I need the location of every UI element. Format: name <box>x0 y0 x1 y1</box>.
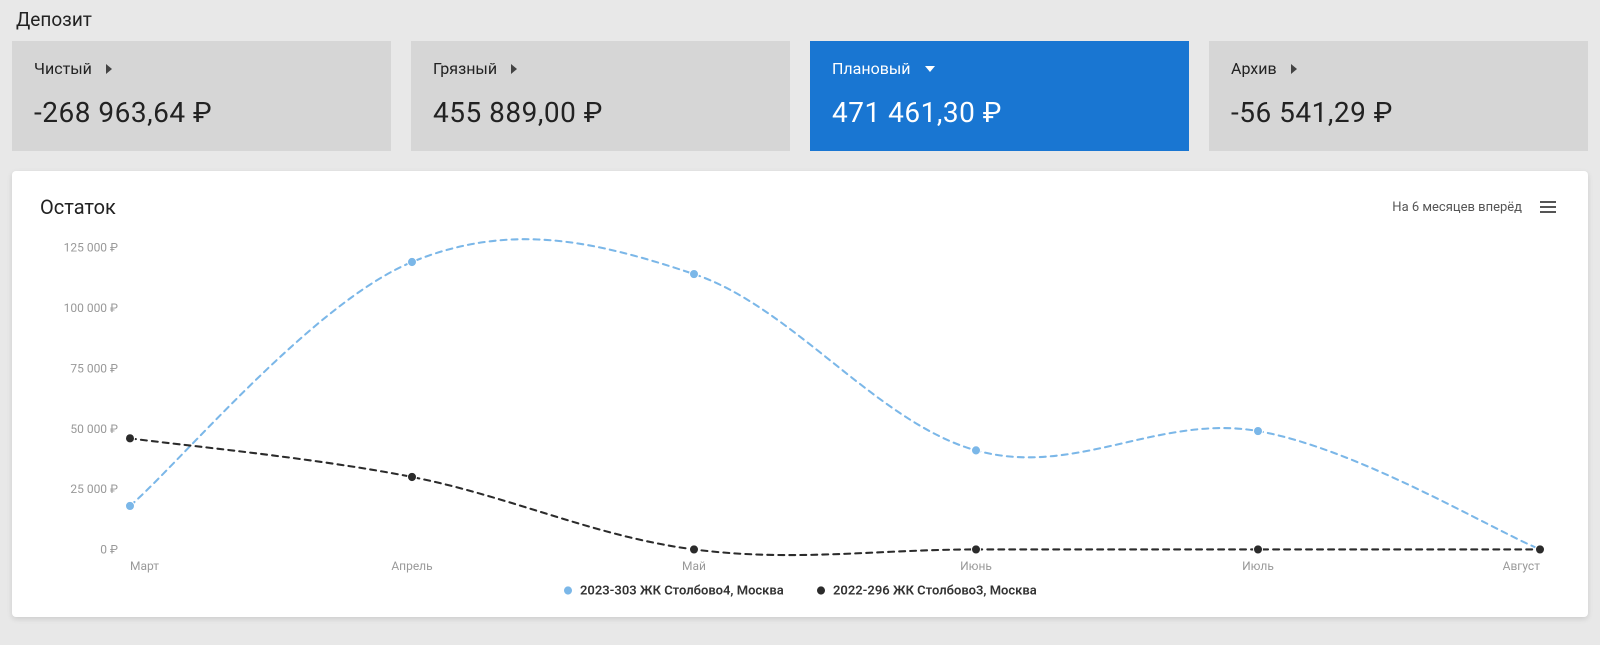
chart-area: 0 ₽ 25 000 ₽ 50 000 ₽ 75 000 ₽ 100 000 ₽ 125 … <box>40 229 1560 609</box>
svg-text:125 000 ₽: 125 000 ₽ <box>64 240 118 254</box>
deposit-card-clean[interactable]: Чистый -268 963,64 ₽ <box>12 41 391 151</box>
chart-card: Остаток На 6 месяцев вперёд 0 ₽ 25 000 ₽ 5… <box>12 171 1588 617</box>
svg-text:Март: Март <box>130 559 159 573</box>
chevron-right-icon <box>106 64 112 74</box>
chevron-right-icon <box>1291 64 1297 74</box>
deposit-card-value: 455 889,00 ₽ <box>433 96 768 129</box>
svg-text:100 000 ₽: 100 000 ₽ <box>64 301 118 315</box>
deposit-cards: Чистый -268 963,64 ₽ Грязный 455 889,00 ₽ Пл… <box>12 41 1588 151</box>
svg-text:0 ₽: 0 ₽ <box>100 542 118 556</box>
deposit-card-label: Архив <box>1231 59 1277 78</box>
deposit-card-label: Чистый <box>34 59 92 78</box>
svg-text:Июль: Июль <box>1242 559 1274 573</box>
chevron-right-icon <box>511 64 517 74</box>
chart-menu-icon[interactable] <box>1536 197 1560 217</box>
deposit-card-head-planned[interactable]: Плановый <box>832 59 1167 78</box>
section-title: Депозит <box>12 8 1588 31</box>
deposit-card-head-clean[interactable]: Чистый <box>34 59 369 78</box>
deposit-card-head-archive[interactable]: Архив <box>1231 59 1566 78</box>
chart-range-label[interactable]: На 6 месяцев вперёд <box>1392 200 1522 215</box>
chart-title: Остаток <box>40 195 116 219</box>
deposit-card-label: Плановый <box>832 59 911 78</box>
deposit-card-planned[interactable]: Плановый 471 461,30 ₽ <box>810 41 1189 151</box>
svg-text:2023-303 ЖК Столбово4, Москва: 2023-303 ЖК Столбово4, Москва <box>580 583 784 598</box>
svg-text:75 000 ₽: 75 000 ₽ <box>70 361 118 375</box>
svg-text:Апрель: Апрель <box>391 559 433 573</box>
deposit-card-dirty[interactable]: Грязный 455 889,00 ₽ <box>411 41 790 151</box>
deposit-card-archive[interactable]: Архив -56 541,29 ₽ <box>1209 41 1588 151</box>
svg-text:2022-296 ЖК Столбово3, Москва: 2022-296 ЖК Столбово3, Москва <box>833 583 1037 598</box>
svg-text:Май: Май <box>682 559 706 573</box>
deposit-card-value: -268 963,64 ₽ <box>34 96 369 129</box>
deposit-card-head-dirty[interactable]: Грязный <box>433 59 768 78</box>
svg-text:25 000 ₽: 25 000 ₽ <box>70 482 118 496</box>
deposit-card-value: 471 461,30 ₽ <box>832 96 1167 129</box>
caret-down-icon <box>925 66 935 72</box>
svg-text:50 000 ₽: 50 000 ₽ <box>70 422 118 436</box>
svg-text:Июнь: Июнь <box>960 559 992 573</box>
deposit-card-label: Грязный <box>433 59 497 78</box>
svg-text:Август: Август <box>1503 559 1541 573</box>
deposit-card-value: -56 541,29 ₽ <box>1231 96 1566 129</box>
